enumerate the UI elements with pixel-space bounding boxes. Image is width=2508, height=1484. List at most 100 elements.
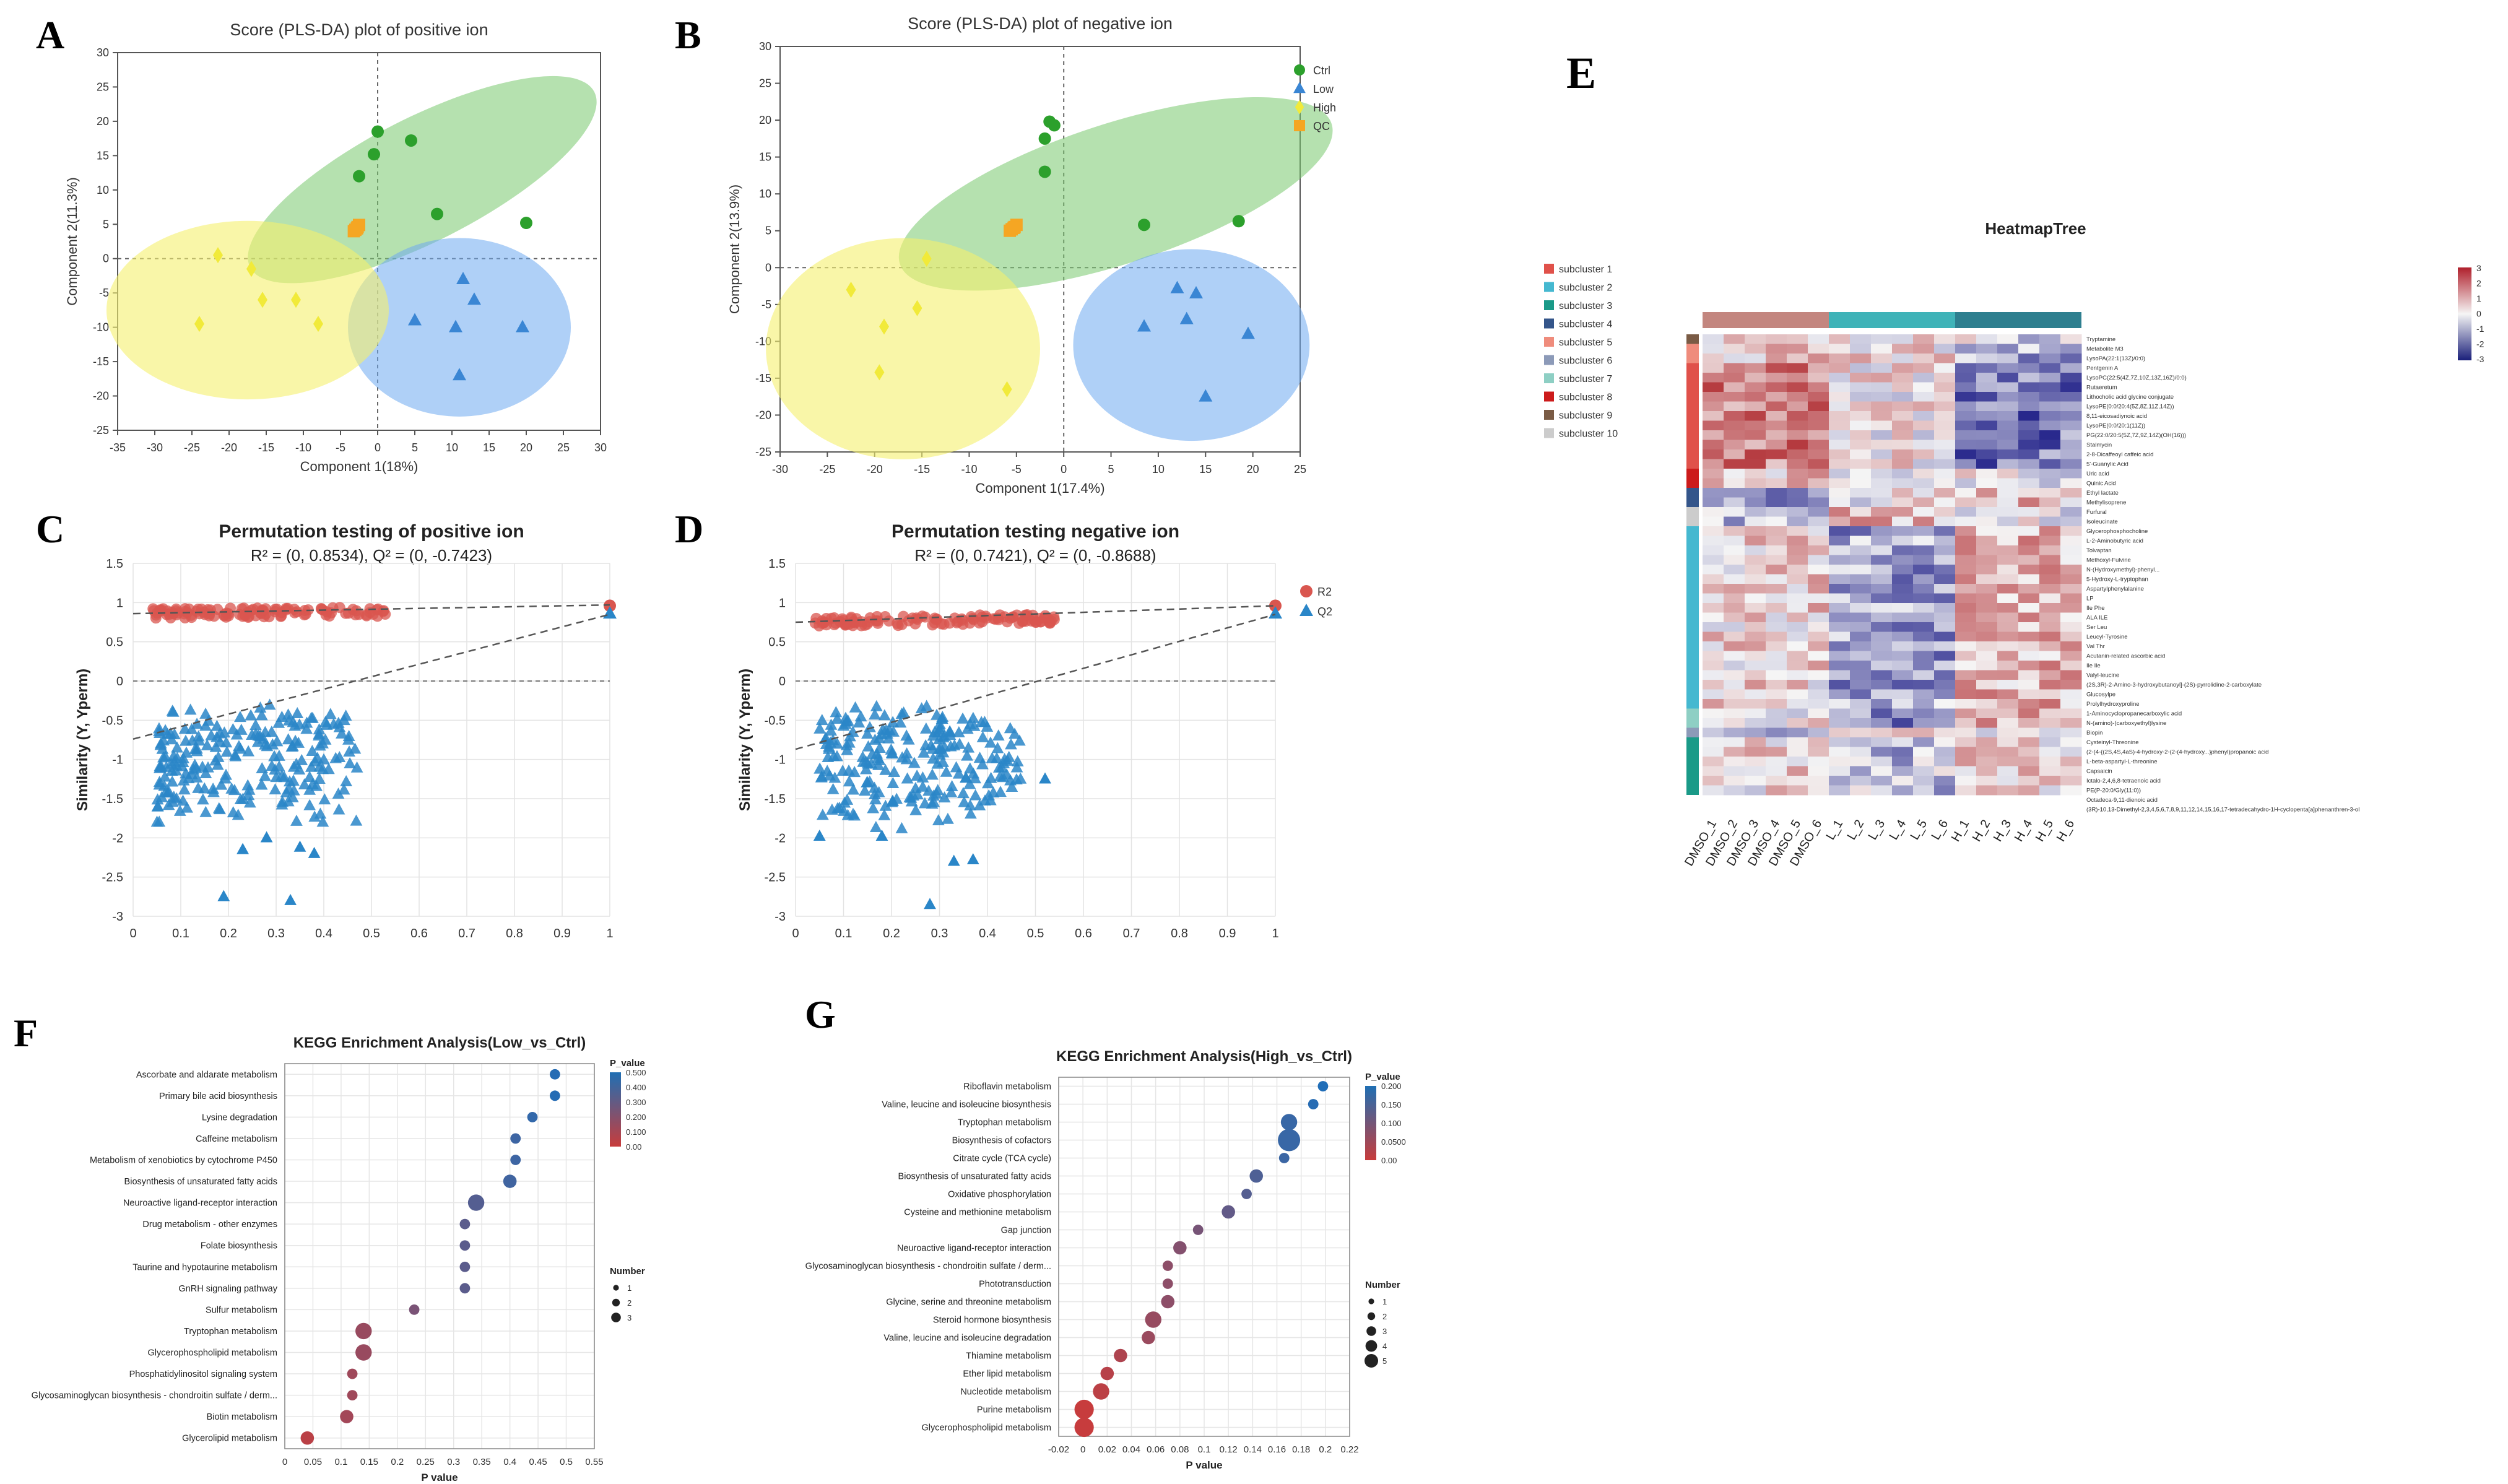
y-tick-label: -25 — [755, 446, 771, 458]
pathway-labels: Ascorbate and aldarate metabolismPrimary… — [32, 1070, 278, 1443]
heatmap-cell — [1892, 747, 1914, 757]
heatmap-cell — [1892, 507, 1914, 517]
y-tick-label: 1 — [779, 596, 786, 610]
heatmap-cell — [2060, 708, 2082, 719]
heatmap-cell — [1913, 449, 1935, 459]
heatmap-cell — [1997, 536, 2019, 546]
q2-point — [332, 803, 345, 815]
heatmap-cell — [1829, 612, 1851, 623]
heatmap-cell — [1808, 545, 1829, 555]
q2-point — [201, 739, 214, 750]
heatmap-cell — [1787, 478, 1808, 488]
heatmap-cell — [1829, 776, 1851, 786]
heatmap-cell — [1934, 766, 1956, 776]
legend-marker — [1300, 585, 1313, 597]
q2-point — [840, 715, 853, 727]
q2-point — [336, 727, 348, 739]
q2-point — [825, 718, 838, 730]
r2-point — [321, 606, 333, 618]
heatmap-cell — [1871, 747, 1893, 757]
heatmap-cell — [1871, 497, 1893, 508]
heatmap-cell — [2039, 766, 2061, 776]
heatmap-cell — [1850, 555, 1872, 565]
q2-point — [945, 780, 958, 792]
heatmap-cell — [1892, 641, 1914, 651]
heatmap-cell — [2018, 526, 2040, 536]
q2-point — [831, 713, 844, 724]
legend-tick: 4 — [1382, 1342, 1387, 1351]
q2-point — [964, 799, 976, 811]
column-label: H_6 — [2054, 818, 2077, 844]
heatmap-cell — [1745, 516, 1766, 527]
heatmap-cell — [1787, 593, 1808, 604]
heatmap-cell — [1955, 536, 1977, 546]
heatmap-cell — [2018, 382, 2040, 393]
heatmap-cell — [1976, 689, 1998, 700]
x-tick-label: 0 — [792, 927, 799, 940]
q2-point — [854, 710, 867, 722]
q2-point — [192, 781, 204, 793]
heatmap-cell — [1976, 469, 1998, 479]
heatmap-cell — [1913, 334, 1935, 344]
heatmap-cell — [1871, 334, 1893, 344]
heatmap-cell — [1787, 612, 1808, 623]
heatmap-cell — [1745, 497, 1766, 508]
heatmap-cell — [1997, 718, 2019, 728]
heatmap-cell — [1724, 354, 1745, 363]
q2-point — [332, 788, 345, 799]
q2-point — [168, 728, 181, 740]
q2-point — [306, 711, 319, 723]
q2-point — [171, 741, 183, 753]
heatmap-cell — [2039, 382, 2061, 393]
heatmap-cell — [1829, 478, 1851, 488]
q2-point — [868, 788, 881, 800]
heatmap-cell — [1787, 420, 1808, 431]
q2-point — [282, 733, 295, 745]
row-cluster-bar — [1686, 526, 1699, 709]
q2-point — [255, 778, 268, 790]
color-scale-bar — [2458, 267, 2471, 360]
legend-title: P_value — [610, 1058, 645, 1069]
heatmap-cell — [1976, 593, 1998, 604]
heatmap-cell — [1892, 584, 1914, 594]
q2-point — [887, 725, 900, 737]
point-qc — [1007, 221, 1020, 234]
x-tick-label: 0.7 — [1123, 927, 1140, 940]
heatmap-cell — [1850, 430, 1872, 440]
heatmap-cell — [1892, 612, 1914, 623]
q2-point — [266, 759, 278, 771]
heatmap-cell — [2039, 344, 2061, 354]
heatmap-cell — [2060, 449, 2082, 459]
heatmap-cell — [1745, 776, 1766, 786]
q2-point — [895, 708, 908, 719]
heatmap-cell — [1976, 449, 1998, 459]
y-tick-label: -2 — [112, 831, 123, 845]
q2-point — [964, 807, 977, 819]
panel-d: D Permutation testing negative ion R² = (0… — [656, 495, 1332, 978]
x-tick-label: 0.2 — [220, 927, 237, 940]
y-tick-label: 25 — [97, 80, 109, 93]
heatmap-cell — [2039, 718, 2061, 728]
heatmap-cell — [1913, 440, 1935, 450]
heatmap-cell — [1724, 708, 1745, 719]
column-label: L_4 — [1887, 818, 1909, 843]
heatmap-cell — [2060, 766, 2082, 776]
r2-point — [1045, 615, 1057, 627]
grid — [132, 563, 610, 917]
bubble — [1100, 1366, 1114, 1381]
heatmap-cell — [1850, 459, 1872, 469]
q2-point — [242, 745, 255, 757]
heatmap-cell — [1724, 603, 1745, 613]
heatmap-cell — [1913, 516, 1935, 527]
q2-point — [816, 809, 829, 820]
heatmap-cell — [1934, 593, 1956, 604]
q2-point — [291, 707, 304, 719]
q2-point — [176, 760, 188, 771]
heatmap-cell — [1955, 401, 1977, 412]
plot-frame — [284, 1063, 595, 1449]
heatmap-cell — [1850, 392, 1872, 402]
pathway-label: Primary bile acid biosynthesis — [159, 1091, 277, 1101]
q2-point — [292, 736, 305, 748]
q2-point — [177, 774, 190, 786]
